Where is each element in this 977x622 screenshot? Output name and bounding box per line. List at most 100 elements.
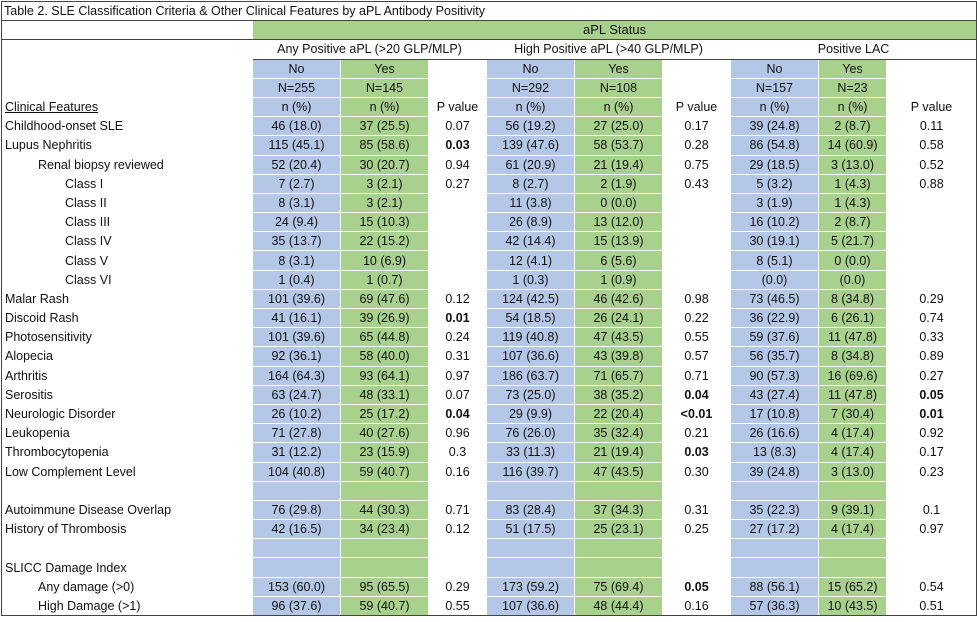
table-row: Lupus Nephritis 115 (45.1) 85 (58.6) 0.03 13… [1, 135, 977, 155]
value-yes: 58 (40.0) [340, 346, 429, 367]
value-yes: 37 (34.3) [574, 500, 663, 520]
value-yes [340, 538, 429, 558]
value-no: 31 (12.2) [252, 442, 341, 462]
value-yes: 27 (25.0) [574, 116, 663, 136]
clinical-features-header: Clinical Features [1, 97, 253, 117]
empty-cell [429, 59, 487, 78]
value-yes: 48 (33.1) [340, 385, 429, 405]
n-row: N=255 N=145 N=292 N=108 N=157 N=23 [1, 78, 977, 98]
status-row: aPL Status [1, 20, 977, 41]
p-value: 0.22 [684, 311, 709, 326]
npct-header: n (%) [486, 97, 575, 117]
table-row: Serositis 63 (24.7) 48 (33.1) 0.07 73 (25.0)… [1, 385, 977, 405]
row-label: Serositis [1, 385, 253, 405]
empty-cell [429, 78, 487, 97]
apl-status-header: aPL Status [251, 20, 977, 41]
value-no: 56 (35.7) [730, 346, 819, 367]
value-no: 76 (29.8) [252, 500, 341, 520]
value-yes: 6 (5.6) [574, 250, 663, 271]
row-label: Discoid Rash [1, 308, 253, 328]
row-label: Any damage (>0) [1, 577, 253, 597]
value-yes: 40 (27.6) [340, 423, 429, 443]
value-no: 56 (19.2) [486, 116, 575, 136]
p-value: 0.88 [886, 174, 977, 194]
spacer-row [1, 538, 977, 558]
value-no: 29 (18.5) [730, 155, 819, 175]
n-yes: N=108 [574, 78, 663, 98]
table-row: Class II 8 (3.1) 3 (2.1) 11 (3.8) 0 (0.0) 3 (… [1, 193, 977, 213]
p-value: 0.57 [684, 349, 709, 364]
p-value: 0.12 [428, 288, 487, 309]
value-no: 46 (18.0) [252, 116, 341, 136]
p-value: 0.16 [662, 596, 731, 617]
p-value: 0.05 [684, 579, 709, 594]
table-row: Class III 24 (9.4) 15 (10.3) 26 (8.9) 13 (12… [1, 212, 977, 232]
row-label: Low Complement Level [1, 462, 253, 482]
value-yes: 8 (34.8) [818, 346, 887, 367]
value-yes: 11 (47.8) [818, 327, 887, 347]
value-no: 41 (16.1) [252, 308, 341, 328]
table-row: SLICC Damage Index [1, 557, 977, 578]
value-no: (0.0) [730, 270, 819, 290]
table-row: Childhood-onset SLE 46 (18.0) 37 (25.5) 0.0… [1, 116, 977, 136]
value-yes: 47 (43.5) [574, 327, 663, 347]
p-value: 0.51 [886, 596, 977, 617]
row-label: Lupus Nephritis [1, 135, 253, 155]
p-value: 0.1 [886, 500, 977, 520]
row-label: Arthritis [1, 366, 253, 386]
p-value: 0.04 [684, 387, 709, 402]
empty-cell [886, 78, 977, 98]
value-no [486, 480, 575, 501]
p-value [428, 538, 487, 558]
row-label: Childhood-onset SLE [1, 116, 253, 136]
value-yes: 3 (2.1) [340, 174, 429, 194]
value-yes: 48 (44.4) [574, 596, 663, 617]
value-no: 26 (16.6) [730, 423, 819, 443]
value-yes: 38 (35.2) [574, 385, 663, 405]
value-yes [818, 557, 887, 578]
npct-header: n (%) [574, 97, 663, 117]
p-value: 0.07 [445, 387, 470, 402]
col-no: No [252, 59, 341, 79]
p-value: 0.29 [445, 579, 470, 594]
value-no [252, 557, 341, 578]
p-value: 0.54 [886, 577, 977, 597]
value-yes: 59 (40.7) [340, 596, 429, 617]
value-yes: 34 (23.4) [340, 519, 429, 539]
value-no: 124 (42.5) [486, 288, 575, 309]
value-no: 76 (26.0) [486, 423, 575, 443]
p-value [663, 251, 731, 270]
value-no: 43 (27.4) [730, 385, 819, 405]
p-value [886, 538, 977, 558]
p-value: 0.96 [445, 426, 470, 441]
value-yes [818, 538, 887, 558]
value-yes: 22 (20.4) [574, 404, 663, 424]
row-label: Photosensitivity [1, 327, 253, 347]
value-no: 107 (36.6) [486, 346, 575, 367]
value-yes: 2 (8.7) [818, 116, 887, 136]
value-no: 107 (36.6) [486, 596, 575, 617]
no-yes-row: No Yes No Yes No Yes [1, 59, 977, 79]
value-no: 63 (24.7) [252, 385, 341, 405]
value-no: 8 (2.7) [486, 174, 575, 194]
n-yes: N=145 [340, 78, 429, 98]
p-value: 0.89 [886, 346, 977, 367]
p-value [662, 538, 731, 558]
p-value: 0.17 [886, 442, 977, 462]
value-yes: 11 (47.8) [818, 385, 887, 405]
value-no: 101 (39.6) [252, 288, 341, 309]
empty-cell [1, 78, 253, 98]
value-no: 7 (2.7) [252, 174, 341, 194]
value-yes [574, 480, 663, 501]
row-label: Renal biopsy reviewed [1, 155, 253, 175]
p-value: 0.28 [684, 138, 709, 153]
table-row: History of Thrombosis 42 (16.5) 34 (23.4) 0… [1, 519, 977, 539]
row-label: Class I [1, 174, 253, 194]
value-no: 42 (14.4) [486, 231, 575, 251]
value-yes: 25 (23.1) [574, 519, 663, 539]
n-yes: N=23 [818, 78, 887, 98]
table-row: Malar Rash 101 (39.6) 69 (47.6) 0.12 124 (42… [1, 288, 977, 309]
value-yes: 1 (4.3) [818, 174, 887, 194]
p-value: 0.30 [684, 464, 709, 479]
